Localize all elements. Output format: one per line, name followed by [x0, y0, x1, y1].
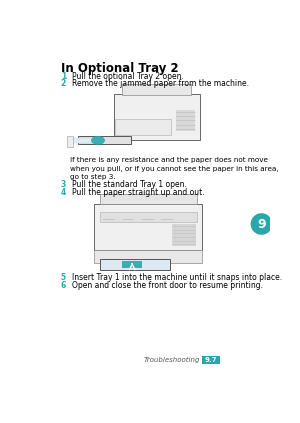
Text: 4: 4 [61, 188, 66, 197]
Bar [100, 259, 170, 270]
Bar [122, 84, 191, 95]
Bar [78, 136, 131, 144]
Text: Insert Tray 1 into the machine until it snaps into place.: Insert Tray 1 into the machine until it … [72, 272, 282, 282]
Text: 9.7: 9.7 [205, 357, 217, 363]
Text: 2: 2 [61, 79, 66, 88]
Text: 6: 6 [61, 281, 66, 290]
Circle shape [250, 213, 272, 235]
Text: 9: 9 [257, 217, 266, 231]
Text: Pull the standard Tray 1 open.: Pull the standard Tray 1 open. [72, 180, 187, 189]
Bar [122, 261, 142, 268]
Bar [94, 204, 202, 250]
Bar [172, 224, 196, 246]
Text: Remove the jammed paper from the machine.: Remove the jammed paper from the machine… [72, 79, 249, 88]
Bar [115, 119, 171, 135]
Bar [72, 138, 101, 143]
Bar [67, 136, 73, 147]
Bar [176, 110, 195, 131]
Text: If there is any resistance and the paper does not move
when you pull, or if you : If there is any resistance and the paper… [70, 157, 279, 180]
Text: 1: 1 [61, 71, 66, 80]
Bar [94, 250, 202, 264]
Bar [114, 94, 200, 140]
Text: Pull the paper straight up and out.: Pull the paper straight up and out. [72, 188, 204, 197]
Bar [202, 356, 220, 364]
Text: Pull the optional Tray 2 open.: Pull the optional Tray 2 open. [72, 71, 184, 80]
Bar [100, 212, 197, 222]
Ellipse shape [91, 136, 105, 145]
Text: 3: 3 [61, 180, 66, 189]
Bar [100, 194, 197, 204]
Text: Open and close the front door to resume printing.: Open and close the front door to resume … [72, 281, 262, 290]
Text: In Optional Tray 2: In Optional Tray 2 [61, 61, 178, 74]
Text: 5: 5 [61, 272, 66, 282]
Text: Troubleshooting: Troubleshooting [144, 357, 200, 363]
